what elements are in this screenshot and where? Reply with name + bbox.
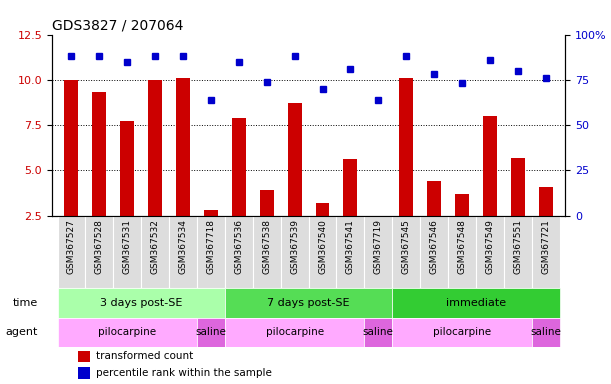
Text: GSM367541: GSM367541 bbox=[346, 219, 355, 274]
Text: GSM367527: GSM367527 bbox=[67, 219, 76, 274]
Text: GDS3827 / 207064: GDS3827 / 207064 bbox=[52, 18, 183, 32]
Text: pilocarpine: pilocarpine bbox=[98, 328, 156, 338]
Text: GSM367548: GSM367548 bbox=[458, 219, 466, 274]
Bar bbox=[78, 351, 90, 362]
Text: GSM367528: GSM367528 bbox=[95, 219, 104, 274]
Bar bbox=[364, 215, 392, 288]
Bar bbox=[197, 318, 225, 347]
Bar bbox=[57, 318, 197, 347]
Bar bbox=[57, 288, 225, 318]
Bar bbox=[86, 215, 113, 288]
Text: transformed count: transformed count bbox=[95, 351, 193, 361]
Bar bbox=[253, 215, 280, 288]
Bar bbox=[65, 80, 78, 215]
Bar bbox=[309, 215, 337, 288]
Text: GSM367546: GSM367546 bbox=[430, 219, 439, 274]
Text: 7 days post-SE: 7 days post-SE bbox=[267, 298, 350, 308]
Text: GSM367536: GSM367536 bbox=[235, 219, 243, 274]
Text: saline: saline bbox=[530, 328, 561, 338]
Bar bbox=[420, 215, 448, 288]
Bar bbox=[392, 318, 532, 347]
Bar bbox=[288, 103, 302, 215]
Bar bbox=[364, 318, 392, 347]
Bar bbox=[78, 367, 90, 379]
Text: GSM367718: GSM367718 bbox=[207, 219, 216, 274]
Bar bbox=[225, 215, 253, 288]
Text: pilocarpine: pilocarpine bbox=[433, 328, 491, 338]
Text: percentile rank within the sample: percentile rank within the sample bbox=[95, 368, 271, 378]
Bar bbox=[232, 118, 246, 215]
Text: GSM367549: GSM367549 bbox=[485, 219, 494, 274]
Bar bbox=[399, 78, 413, 215]
Text: GSM367545: GSM367545 bbox=[401, 219, 411, 274]
Text: GSM367540: GSM367540 bbox=[318, 219, 327, 274]
Bar bbox=[260, 190, 274, 215]
Bar bbox=[532, 215, 560, 288]
Bar bbox=[120, 121, 134, 215]
Bar bbox=[455, 194, 469, 215]
Bar bbox=[371, 215, 386, 217]
Bar bbox=[448, 215, 476, 288]
Bar bbox=[141, 215, 169, 288]
Bar bbox=[148, 80, 162, 215]
Text: saline: saline bbox=[363, 328, 393, 338]
Bar bbox=[225, 288, 392, 318]
Text: GSM367539: GSM367539 bbox=[290, 219, 299, 274]
Bar bbox=[57, 215, 86, 288]
Bar bbox=[225, 318, 364, 347]
Text: GSM367531: GSM367531 bbox=[123, 219, 132, 274]
Text: GSM367532: GSM367532 bbox=[151, 219, 159, 274]
Bar bbox=[197, 215, 225, 288]
Bar bbox=[539, 187, 552, 215]
Bar bbox=[511, 158, 525, 215]
Bar bbox=[169, 215, 197, 288]
Bar bbox=[337, 215, 364, 288]
Bar bbox=[176, 78, 190, 215]
Text: saline: saline bbox=[196, 328, 226, 338]
Text: time: time bbox=[13, 298, 38, 308]
Bar bbox=[280, 215, 309, 288]
Bar bbox=[92, 93, 106, 215]
Bar bbox=[113, 215, 141, 288]
Bar bbox=[427, 181, 441, 215]
Bar bbox=[392, 215, 420, 288]
Bar bbox=[532, 318, 560, 347]
Bar bbox=[504, 215, 532, 288]
Bar bbox=[204, 210, 218, 215]
Bar bbox=[476, 215, 504, 288]
Text: GSM367551: GSM367551 bbox=[513, 219, 522, 274]
Text: pilocarpine: pilocarpine bbox=[266, 328, 324, 338]
Text: GSM367719: GSM367719 bbox=[374, 219, 382, 274]
Text: agent: agent bbox=[5, 328, 38, 338]
Bar bbox=[392, 288, 560, 318]
Text: 3 days post-SE: 3 days post-SE bbox=[100, 298, 182, 308]
Bar bbox=[343, 159, 357, 215]
Text: immediate: immediate bbox=[446, 298, 506, 308]
Bar bbox=[315, 203, 329, 215]
Text: GSM367538: GSM367538 bbox=[262, 219, 271, 274]
Text: GSM367721: GSM367721 bbox=[541, 219, 550, 274]
Text: GSM367534: GSM367534 bbox=[178, 219, 188, 274]
Bar bbox=[483, 116, 497, 215]
